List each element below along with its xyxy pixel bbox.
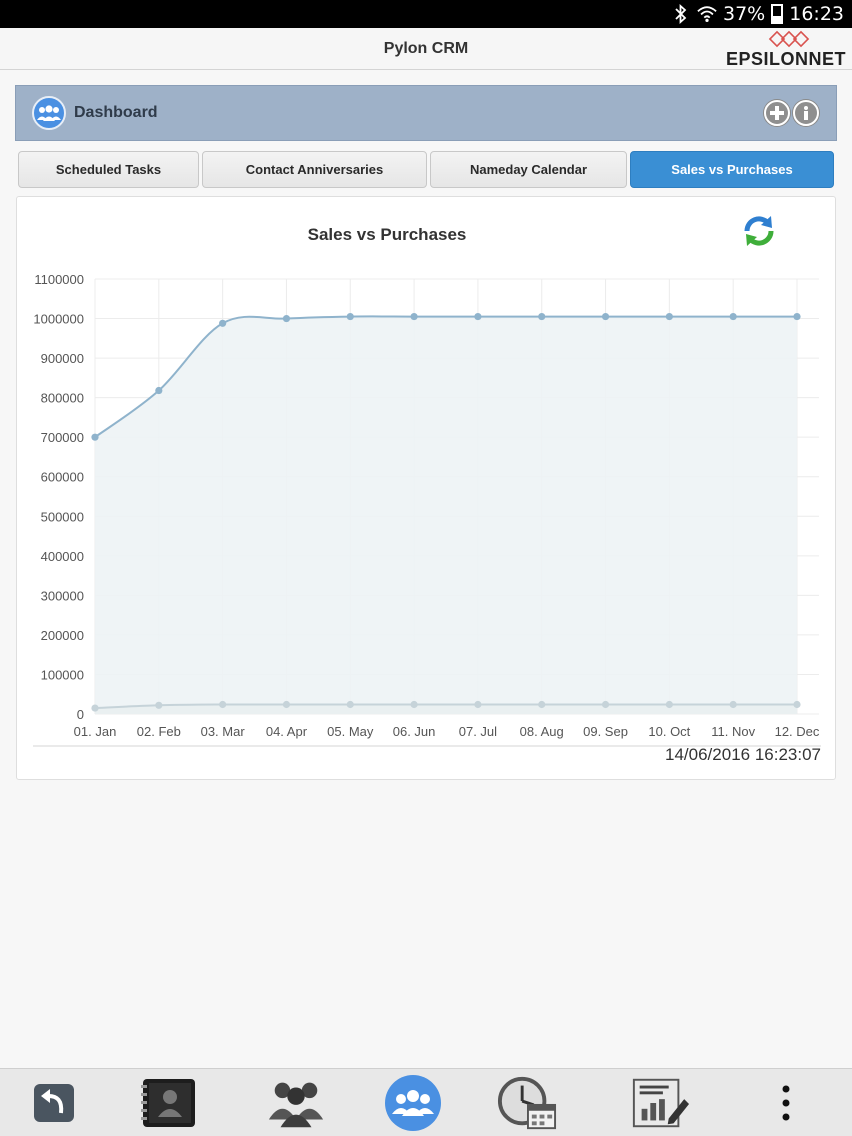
data-point <box>410 700 418 709</box>
x-tick-label: 04. Apr <box>266 724 308 739</box>
report-edit-icon <box>632 1078 690 1128</box>
tab-scheduled-tasks[interactable]: Scheduled Tasks <box>18 151 199 188</box>
contacts-button[interactable] <box>139 1075 199 1131</box>
x-tick-label: 07. Jul <box>459 724 497 739</box>
series-area <box>95 704 797 714</box>
epsilonnet-logo: EPSILONNET <box>726 30 846 70</box>
dashboard-nav-button[interactable] <box>383 1075 443 1131</box>
y-tick-label: 0 <box>77 707 84 722</box>
series-line <box>94 703 797 710</box>
data-point <box>665 312 673 321</box>
data-point <box>91 704 99 712</box>
y-tick-label: 600000 <box>41 470 84 485</box>
data-point <box>346 700 354 709</box>
dashboard-title: Dashboard <box>74 104 158 121</box>
logo-text: EPSILONNET <box>725 49 846 69</box>
clock-calendar-icon <box>497 1076 557 1130</box>
wifi-icon <box>697 4 717 24</box>
y-tick-label: 400000 <box>41 549 84 564</box>
data-point <box>601 312 610 321</box>
chart-card: Sales vs Purchases 1100000 1000000 900000 8… <box>16 196 836 780</box>
data-point <box>282 314 291 323</box>
tab-label: Sales vs Purchases <box>671 162 793 177</box>
x-tick-label: 08. Aug <box>520 724 564 739</box>
clock: 16:23 <box>789 3 844 25</box>
y-tick-label: 300000 <box>41 588 84 603</box>
data-point <box>155 386 163 395</box>
refresh-icon <box>744 216 774 246</box>
y-tick-label: 100000 <box>41 667 84 682</box>
x-tick-label: 06. Jun <box>393 724 436 739</box>
reports-button[interactable] <box>630 1075 690 1131</box>
data-point <box>91 433 99 441</box>
x-tick-label: 01. Jan <box>74 724 117 739</box>
tab-nameday-calendar[interactable]: Nameday Calendar <box>430 151 627 188</box>
schedule-button[interactable] <box>497 1075 557 1131</box>
battery-percent: 37% <box>723 3 766 25</box>
y-tick-label: 1100000 <box>34 272 84 287</box>
back-icon <box>34 1084 74 1122</box>
tab-contact-anniversaries[interactable]: Contact Anniversaries <box>202 151 427 188</box>
chart-title: Sales vs Purchases <box>307 225 467 244</box>
app-header: Pylon CRM EPSILONNET <box>0 28 852 70</box>
bluetooth-icon <box>671 4 691 24</box>
data-point <box>729 700 737 709</box>
y-tick-label: 500000 <box>41 509 84 524</box>
data-point <box>410 312 418 321</box>
data-point <box>219 319 227 327</box>
app-title: Pylon CRM <box>383 39 469 57</box>
sales-purchases-chart: 1100000100000090000080000070000060000050… <box>33 272 821 747</box>
data-point <box>346 312 354 321</box>
tab-label: Nameday Calendar <box>469 162 588 177</box>
contacts-book-icon <box>141 1079 195 1127</box>
data-point <box>793 312 801 321</box>
y-tick-label: 900000 <box>41 351 84 366</box>
y-tick-label: 1000000 <box>33 312 84 327</box>
data-point <box>282 700 291 709</box>
chart-timestamp: 14/06/2016 16:23:07 <box>665 745 821 764</box>
people-button[interactable] <box>266 1075 326 1131</box>
tab-sales-vs-purchases[interactable]: Sales vs Purchases <box>630 151 834 188</box>
x-tick-label: 03. Mar <box>201 724 246 739</box>
data-point <box>793 700 801 709</box>
y-tick-label: 700000 <box>41 430 84 445</box>
refresh-button[interactable] <box>741 213 777 249</box>
bottom-nav <box>0 1068 852 1136</box>
x-tick-label: 09. Sep <box>583 724 628 739</box>
status-bar: 37% 16:23 <box>0 0 852 28</box>
more-button[interactable] <box>756 1075 816 1131</box>
data-point <box>538 700 546 709</box>
y-tick-label: 800000 <box>41 391 84 406</box>
data-point <box>474 700 482 709</box>
users-group-icon <box>32 96 66 130</box>
add-button[interactable] <box>764 100 790 126</box>
people-group-icon <box>268 1082 324 1128</box>
dashboard-icon <box>385 1075 441 1131</box>
data-point <box>601 700 610 709</box>
data-point <box>665 700 673 709</box>
plus-icon <box>770 106 784 120</box>
battery-icon <box>771 4 784 24</box>
x-tick-label: 05. May <box>327 724 374 739</box>
info-button[interactable] <box>793 100 819 126</box>
data-point <box>538 312 546 321</box>
tab-label: Contact Anniversaries <box>245 162 384 177</box>
x-tick-label: 10. Oct <box>648 724 690 739</box>
x-tick-label: 11. Nov <box>711 724 755 739</box>
data-point <box>729 312 737 321</box>
data-point <box>155 701 163 709</box>
x-tick-label: 12. Dec <box>775 724 820 739</box>
info-icon <box>804 106 808 120</box>
back-button[interactable] <box>24 1075 84 1131</box>
series-area <box>95 316 797 714</box>
more-vert-icon <box>782 1085 790 1121</box>
data-point <box>219 700 227 709</box>
tab-label: Scheduled Tasks <box>55 162 162 177</box>
y-tick-label: 200000 <box>41 628 84 643</box>
x-tick-label: 02. Feb <box>137 724 181 739</box>
data-point <box>474 312 482 321</box>
dashboard-bar: Dashboard <box>15 85 837 141</box>
